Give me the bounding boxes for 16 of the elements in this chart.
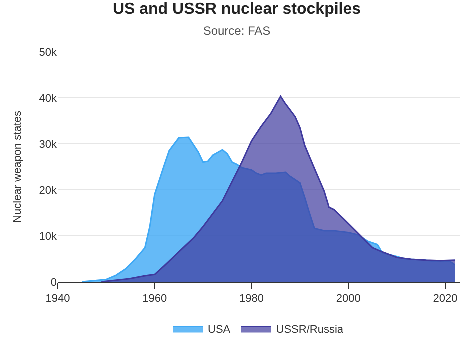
y-tick-label: 30k [39,138,58,151]
x-tick-label: 2020 [433,293,458,306]
legend-label: USSR/Russia [276,324,344,336]
y-tick-label: 20k [39,184,58,197]
x-tick-label: 1960 [142,293,168,306]
x-tick-label: 1940 [46,293,70,306]
chart-title: US and USSR nuclear stockpiles [112,1,362,18]
y-tick-label: 40k [39,92,58,105]
legend-label: USA [208,324,232,336]
y-tick-label: 10k [39,230,58,243]
chart-subtitle: Source: FAS [203,24,271,38]
x-tick-label: 1980 [239,293,264,306]
y-axis-title: Nuclear weapon states [12,110,24,223]
x-tick-label: 2000 [336,293,361,306]
y-tick-label: 50k [39,46,58,59]
y-tick-label: 0 [50,276,57,289]
